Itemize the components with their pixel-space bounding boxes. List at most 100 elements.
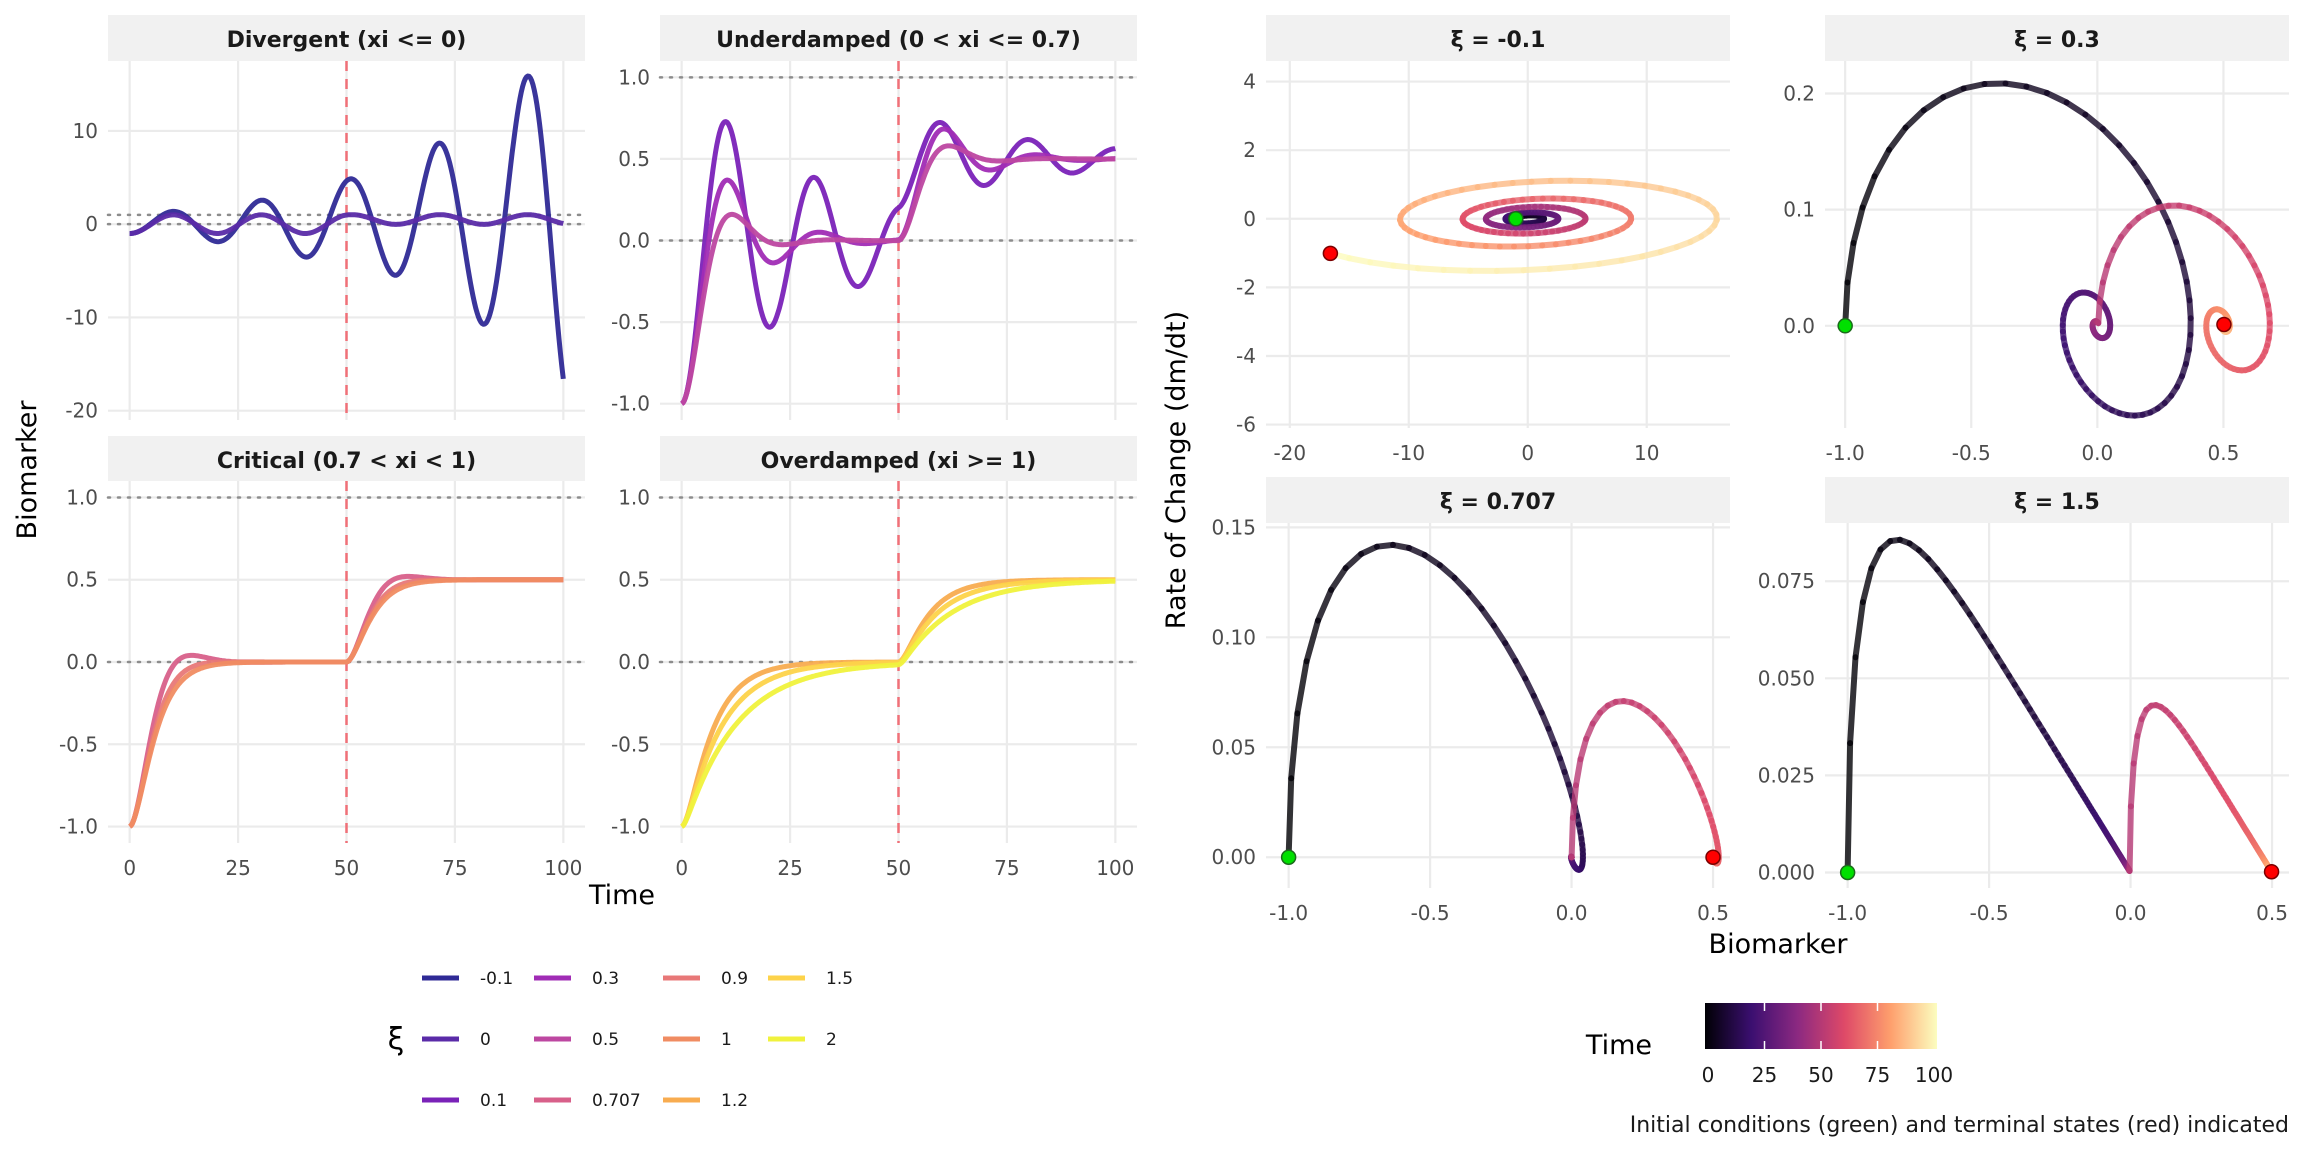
y-tick-label: 0.5 [618, 147, 650, 171]
trajectory-segment [1451, 574, 1472, 596]
trajectory-segment [1902, 107, 1927, 131]
x-tick-label: 50 [886, 856, 911, 880]
gridlines [1825, 523, 2289, 888]
trajectory-segment [1436, 562, 1458, 581]
gridlines [1825, 61, 2289, 428]
trajectory-segment [2127, 760, 2137, 810]
trajectory-segment [2130, 733, 2141, 767]
panel-phase-15: ξ = 1.5 -1.0 -0.5 0.0 0.5 0.000 0.025 0.050 0.07… [1758, 477, 2289, 925]
x-tick-label: -0.5 [1970, 901, 2009, 925]
strip [1825, 15, 2289, 61]
y-tick-label: -1.0 [59, 815, 98, 839]
x-tick-label: 0.5 [2208, 441, 2240, 465]
colorbar-title: Time [1585, 1030, 1652, 1061]
colorbar-tick-label: 50 [1808, 1063, 1833, 1087]
terminal-state-marker [1322, 245, 1339, 262]
trajectory-segment [2082, 111, 2106, 132]
trajectory-segment [1288, 710, 1301, 782]
y-tick-label: -0.5 [59, 732, 98, 756]
initial-condition-marker [1508, 211, 1524, 227]
y-tick-label: 0.0 [66, 650, 98, 674]
x-tick-label: -1.0 [1828, 901, 1867, 925]
trajectory-segment [2173, 239, 2186, 266]
y-tick-label: 0.000 [1758, 860, 1815, 884]
series-line-xi-0.5 [680, 143, 1118, 406]
x-tick-label: 100 [544, 856, 582, 880]
trajectory-segment [1421, 552, 1443, 569]
strip [660, 15, 1137, 61]
legend-item: 0.1 [422, 1091, 507, 1111]
gridlines [108, 61, 585, 420]
trajectory-segment [1639, 248, 1664, 260]
legend-item: 0.707 [534, 1091, 641, 1111]
trajectory-segment [1465, 589, 1485, 612]
trajectory-segment [1294, 658, 1310, 717]
trajectory-segment [2130, 160, 2150, 185]
x-tick-label: 25 [225, 856, 250, 880]
trajectory-segment [1478, 605, 1497, 629]
colorbar-tick-label: 25 [1752, 1063, 1777, 1087]
x-tick-label: 75 [994, 856, 1019, 880]
panel-underdamped: Underdamped (0 < xi <= 0.7) -1.0 -0.5 0.0 0.… [611, 15, 1139, 420]
y-tick-label: -1.0 [611, 392, 650, 416]
trajectory-segment [1844, 240, 1857, 286]
trajectory-segment [1568, 814, 1576, 861]
trajectory-segment [1960, 81, 1988, 92]
time-series-panels: Divergent (xi <= 0) -20 -10 0 10 Underdamped … [59, 15, 1139, 880]
y-tick-label: -0.5 [611, 732, 650, 756]
trajectory-segment [1859, 173, 1878, 211]
terminal-state-marker [1705, 849, 1721, 865]
y-tick-label: 1.0 [66, 485, 98, 509]
trajectory [1327, 177, 1720, 274]
gridlines [1266, 523, 1730, 888]
trajectory-segment [1844, 740, 1854, 876]
panel-critical: Critical (0.7 < xi < 1) -1.0 -0.5 0.0 0.5 1.0… [59, 436, 587, 880]
panel-phase-03: ξ = 0.3 -1.0 -0.5 0.0 0.5 0.0 0.1 0.2 [1783, 15, 2289, 465]
legend-item: 1.5 [768, 969, 853, 989]
panel-title: Divergent (xi <= 0) [227, 28, 467, 53]
series-line-xi-0 [128, 212, 566, 236]
legend-item: 0.3 [534, 969, 619, 989]
x-tick-label: 0 [1521, 441, 1534, 465]
trajectory-segment [2043, 90, 2070, 106]
legend-label: 0.707 [592, 1091, 641, 1111]
y-tick-label: 1.0 [618, 65, 650, 89]
panel-phase-0707: ξ = 0.707 -1.0 -0.5 0.0 0.5 0.00 0.05 0.10 0.15 [1211, 477, 1730, 925]
time-axis-title: Time [588, 880, 655, 911]
trajectory-segment [1315, 586, 1335, 624]
y-tick-label: 0.05 [1211, 735, 1256, 759]
trajectory-segment [1577, 735, 1590, 763]
y-tick-label: 0.0 [1783, 314, 1815, 338]
trajectory-segment [1569, 782, 1579, 821]
trajectory-segment [1342, 551, 1365, 572]
x-tick-label: 75 [442, 856, 467, 880]
panel-title: Underdamped (0 < xi <= 0.7) [716, 28, 1081, 53]
trajectory-segment [2116, 142, 2137, 166]
legend-label: 0.3 [592, 969, 619, 989]
x-tick-label: 0.0 [2081, 441, 2113, 465]
biomarker-axis-title: Biomarker [12, 400, 43, 540]
trajectory-segment [1509, 178, 1535, 186]
x-tick-label: 10 [1634, 441, 1659, 465]
trajectory-segment [1618, 253, 1646, 264]
strip [660, 436, 1137, 481]
x-tick-label: -0.5 [1411, 901, 1450, 925]
legend-label: 0.5 [592, 1030, 619, 1050]
y-tick-label: 0.15 [1211, 515, 1256, 539]
trajectory-segment [2099, 126, 2123, 149]
x-tick-label: 0.0 [1556, 901, 1588, 925]
panel-title: Overdamped (xi >= 1) [761, 449, 1037, 474]
trajectory-segment [1847, 654, 1859, 747]
trajectory-segment [1546, 263, 1579, 272]
y-tick-label: 0 [85, 212, 98, 236]
trajectory [1285, 541, 1722, 873]
y-tick-label: 0.1 [1783, 198, 1815, 222]
y-tick-label: 2 [1243, 138, 1256, 162]
strip [108, 15, 585, 61]
y-tick-label: 1.0 [618, 485, 650, 509]
legend-label: 1.2 [721, 1091, 748, 1111]
trajectory-segment [2165, 218, 2179, 246]
y-tick-label: 0.0 [618, 650, 650, 674]
